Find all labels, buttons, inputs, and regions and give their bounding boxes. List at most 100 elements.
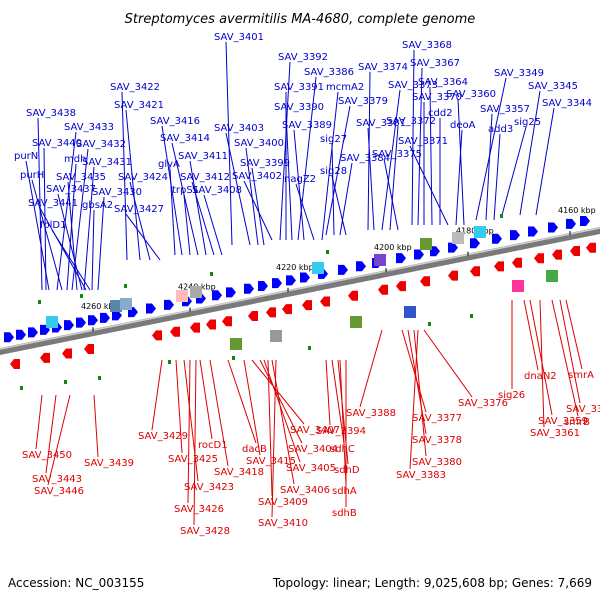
- reverse-gene-sav-3426-label: SAV_3426: [174, 504, 224, 515]
- forward-gene-sav-3384-line: [339, 162, 353, 236]
- forward-gene-sav-3422-label: SAV_3422: [110, 82, 160, 93]
- reverse-gene-sav-3418-line: [209, 359, 229, 467]
- reverse-gene-sdha-line: [339, 359, 347, 486]
- reverse-gene-sav-3423-line: [183, 359, 199, 482]
- forward-gene-arrow-34: [528, 226, 538, 237]
- forward-gene-sav-3427-label: SAV_3427: [114, 204, 164, 215]
- rna-marker-13: [428, 322, 431, 326]
- forward-gene-sav-3360-label: SAV_3360: [446, 89, 496, 100]
- map-title: Streptomyces avermitilis MA-4680, comple…: [125, 12, 476, 27]
- forward-gene-sav-3400-label: SAV_3400: [234, 138, 284, 149]
- rna-marker-5: [326, 250, 329, 254]
- reverse-gene-sav-3428-line: [193, 359, 197, 526]
- reverse-gene-arrow-14: [320, 296, 330, 307]
- tick-4160-kbp-label: 4160 kbp: [558, 206, 596, 215]
- forward-gene-add3-line: [493, 133, 501, 221]
- reverse-gene-sav-3446-label: SAV_3446: [34, 486, 84, 497]
- forward-gene-sav-3414-line: [171, 142, 199, 256]
- forward-gene-sav-3392-line: [279, 61, 291, 241]
- rna-marker-8: [64, 380, 67, 384]
- forward-gene-sav-3399-label: SAV_3399: [240, 158, 290, 169]
- pseudo-block-4: [176, 290, 188, 302]
- rna-block-6: [312, 262, 324, 274]
- forward-gene-sav-3433-line: [56, 131, 77, 291]
- reverse-gene-arrow-8: [206, 319, 216, 330]
- reverse-gene-sav-3361-label: SAV_3361: [530, 428, 580, 439]
- forward-gene-deoa-label: deoA: [450, 120, 476, 131]
- forward-gene-sav-3389-label: SAV_3389: [282, 120, 332, 131]
- forward-gene-purh-line: [31, 179, 63, 291]
- forward-gene-sav-3364-label: SAV_3364: [418, 77, 468, 88]
- reverse-gene-arrow-6: [170, 326, 180, 337]
- reverse-gene-arrow-12: [282, 304, 292, 315]
- reverse-gene-sav-3443-line: [45, 394, 57, 474]
- forward-gene-gbsa2-label: gbsA2: [82, 200, 113, 211]
- forward-gene-sav-3422-line: [121, 91, 128, 261]
- forward-gene-sav-3402-label: SAV_3402: [232, 171, 282, 182]
- forward-gene-sav-3370-label: SAV_3370: [412, 92, 462, 103]
- cluster-block-5: [190, 286, 202, 298]
- forward-gene-sav-3381-line: [367, 127, 375, 231]
- forward-gene-sav-3414-label: SAV_3414: [160, 133, 210, 144]
- forward-gene-arrow-20: [272, 278, 282, 289]
- forward-gene-sav-3371-line: [409, 145, 449, 226]
- forward-gene-sav-3431-label: SAV_3431: [82, 157, 132, 168]
- rna-marker-12: [308, 346, 311, 350]
- forward-gene-nagz2-line: [295, 183, 315, 241]
- forward-gene-arrow-17: [226, 287, 236, 298]
- forward-gene-sig25-line: [501, 126, 527, 216]
- reverse-gene-arrow-22: [512, 257, 522, 268]
- reverse-gene-sdhd-label: sdhD: [334, 465, 360, 476]
- forward-gene-arrow-22: [300, 272, 310, 283]
- forward-gene-sav-3391-label: SAV_3391: [274, 82, 324, 93]
- reverse-gene-arrow-9: [222, 316, 232, 327]
- forward-gene-sav-3435-label: SAV_3435: [56, 172, 106, 183]
- reverse-gene-sav-3450-line: [35, 394, 43, 450]
- forward-gene-sig28-label: sig28: [320, 166, 347, 177]
- forward-gene-sav-3373-line: [381, 89, 401, 231]
- reverse-gene-arrow-13: [302, 300, 312, 311]
- forward-gene-arrow-29: [430, 246, 440, 257]
- rna-marker-9: [98, 376, 101, 380]
- forward-gene-add3-label: add3: [488, 124, 513, 135]
- forward-gene-arrow-1: [4, 332, 14, 343]
- reverse-gene-sav-3404-label: SAV_3404: [288, 444, 338, 455]
- reverse-gene-sav-3423-label: SAV_3423: [184, 482, 234, 493]
- forward-gene-sig28-line: [331, 175, 347, 236]
- forward-gene-fold1-label: folD1: [40, 220, 66, 231]
- feature-block-8: [420, 238, 432, 250]
- reverse-gene-sdhc-label: sdhC: [330, 444, 355, 455]
- feature-block-14: [404, 306, 416, 318]
- reverse-gene-sav-3428-label: SAV_3428: [180, 526, 230, 537]
- reverse-gene-sav-3425-line: [175, 359, 183, 454]
- forward-gene-sav-3349-line: [475, 77, 507, 221]
- reverse-gene-sav-3383-label: SAV_3383: [396, 470, 446, 481]
- forward-gene-arrow-10: [112, 310, 122, 321]
- forward-gene-sav-3421-label: SAV_3421: [114, 100, 164, 111]
- forward-gene-sav-3344-label: SAV_3344: [542, 98, 592, 109]
- reverse-gene-sav-3361-line: [539, 299, 545, 428]
- forward-gene-sav-3400-line: [245, 147, 259, 246]
- forward-gene-sav-3384-label: SAV_3384: [340, 153, 390, 164]
- forward-gene-arrow-3: [28, 327, 38, 338]
- forward-gene-sav-3437-label: SAV_3437: [46, 184, 96, 195]
- forward-gene-arrow-6: [64, 320, 74, 331]
- reverse-gene-sav-3356-label: SAV_3356: [566, 404, 600, 415]
- forward-gene-arrow-18: [244, 283, 254, 294]
- reverse-gene-sav-3409-label: SAV_3409: [258, 497, 308, 508]
- forward-gene-sav-3438-label: SAV_3438: [26, 108, 76, 119]
- forward-gene-sav-3360-line: [457, 98, 465, 226]
- genome-summary-text: Topology: linear; Length: 9,025,608 bp; …: [272, 576, 592, 590]
- forward-gene-sav-3379-line: [325, 105, 351, 236]
- forward-gene-sav-3357-line: [485, 113, 493, 221]
- reverse-gene-smrb-line: [551, 299, 579, 417]
- forward-gene-sav-3379-label: SAV_3379: [338, 96, 388, 107]
- reverse-gene-arrow-23: [534, 253, 544, 264]
- forward-gene-sav-3440-label: SAV_3440: [32, 138, 82, 149]
- forward-gene-sav-3386-label: SAV_3386: [304, 67, 354, 78]
- forward-gene-sav-3368-label: SAV_3368: [402, 40, 452, 51]
- rna-marker-14: [470, 314, 473, 318]
- reverse-gene-smrb-label: smrB: [564, 417, 590, 428]
